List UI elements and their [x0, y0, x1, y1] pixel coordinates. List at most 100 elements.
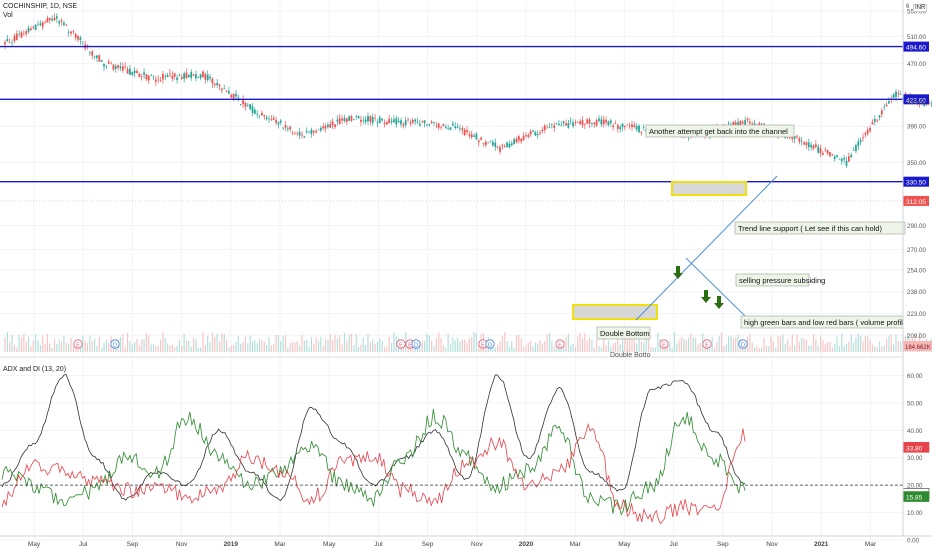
- volume-bar: [72, 346, 74, 352]
- candle-body: [46, 18, 49, 23]
- event-marker-label: E: [558, 343, 562, 349]
- volume-bar: [810, 345, 812, 352]
- volume-bar: [468, 338, 470, 352]
- candle-body: [131, 71, 134, 75]
- candle-body: [352, 119, 355, 120]
- volume-bar: [855, 337, 857, 352]
- candle-body: [324, 125, 327, 129]
- volume-bar: [181, 345, 183, 352]
- candle-body: [885, 104, 888, 107]
- horizontal-lines[interactable]: 494.60 422.60 330.50 312.05: [0, 41, 929, 206]
- volume-bar: [242, 342, 244, 352]
- candle-body: [494, 142, 497, 147]
- volume-bar: [829, 342, 831, 352]
- volume-bar: [428, 335, 430, 352]
- candle-body: [230, 94, 233, 98]
- volume-bar: [20, 337, 23, 352]
- price-label-bg: [903, 94, 929, 105]
- volume-bar: [591, 339, 593, 352]
- candle-body: [209, 76, 211, 79]
- candle-body: [364, 119, 367, 123]
- candle-body: [157, 78, 160, 80]
- candlestick-series: [4, 13, 932, 169]
- volume-bar: [440, 337, 442, 352]
- volume-bar: [13, 344, 16, 352]
- volume-bar: [284, 335, 287, 352]
- candle-body: [362, 119, 365, 121]
- volume-bar: [784, 343, 786, 352]
- candle-body: [822, 153, 824, 155]
- candle-body: [329, 124, 332, 128]
- volume-bar: [506, 340, 508, 352]
- time-tick-label: May: [323, 541, 336, 548]
- candle-body: [572, 122, 574, 127]
- volume-bar: [848, 341, 850, 352]
- candle-body: [727, 123, 730, 124]
- candle-body: [534, 132, 537, 136]
- candle-body: [369, 116, 372, 122]
- note-double-bottom-bg: [596, 326, 651, 340]
- candle-body: [631, 124, 633, 128]
- volume-bar: [692, 337, 694, 352]
- volume-bar: [513, 347, 515, 352]
- candle-body: [206, 74, 209, 80]
- volume-bar: [188, 340, 190, 352]
- candle-body: [859, 139, 862, 142]
- volume-bar: [343, 332, 346, 352]
- volume-bar: [407, 344, 409, 352]
- candle-body: [421, 121, 424, 123]
- indicator-tick-label: 50.00: [907, 400, 923, 407]
- candle-body: [411, 119, 414, 123]
- candle-body: [159, 79, 162, 81]
- candle-body: [232, 93, 235, 99]
- candle-body: [18, 33, 21, 35]
- volume-bar: [200, 347, 202, 352]
- volume-bar: [711, 336, 713, 352]
- candle-body: [492, 141, 494, 146]
- volume-value-bg: [903, 341, 932, 351]
- candle-body: [360, 119, 362, 122]
- volume-bar: [353, 345, 355, 352]
- candle-body: [847, 156, 850, 162]
- volume-bar: [141, 339, 143, 352]
- volume-bar: [405, 332, 407, 352]
- volume-bar: [202, 332, 204, 352]
- candle-body: [866, 129, 869, 134]
- volume-bar: [588, 337, 591, 352]
- volume-bar: [53, 338, 56, 352]
- candle-body: [638, 125, 640, 133]
- volume-bar: [883, 345, 885, 352]
- volume-bar: [167, 343, 169, 352]
- event-marker-label: E: [705, 343, 709, 349]
- volume-bar: [657, 333, 659, 352]
- candle-body: [461, 128, 464, 131]
- volume-bar: [218, 341, 221, 352]
- candle-body: [517, 136, 520, 141]
- candle-body: [857, 141, 860, 146]
- candle-body: [598, 118, 600, 121]
- volume-bar: [834, 343, 836, 352]
- down-arrow-icon: [714, 296, 724, 309]
- candle-body: [897, 93, 900, 95]
- volume-bar: [452, 337, 454, 352]
- candle-body: [609, 120, 612, 124]
- candle-body: [930, 103, 932, 105]
- drawings[interactable]: Another attempt get back into the channe…: [572, 124, 906, 359]
- pointer-line: [685, 257, 746, 317]
- candle-body: [374, 117, 376, 119]
- candle-body: [277, 122, 280, 125]
- candle-body: [463, 129, 466, 136]
- volume-bar: [256, 343, 258, 352]
- candle-body: [819, 148, 822, 154]
- volume-bar: [164, 337, 166, 352]
- volume-bar: [237, 336, 239, 352]
- volume-bar: [42, 335, 44, 352]
- currency-badge[interactable]: INR: [913, 4, 928, 12]
- volume-bar: [796, 334, 798, 352]
- volume-bar: [357, 347, 360, 352]
- indicator-line-di: [1, 422, 746, 525]
- candle-body: [878, 115, 881, 118]
- volume-bar: [492, 347, 494, 352]
